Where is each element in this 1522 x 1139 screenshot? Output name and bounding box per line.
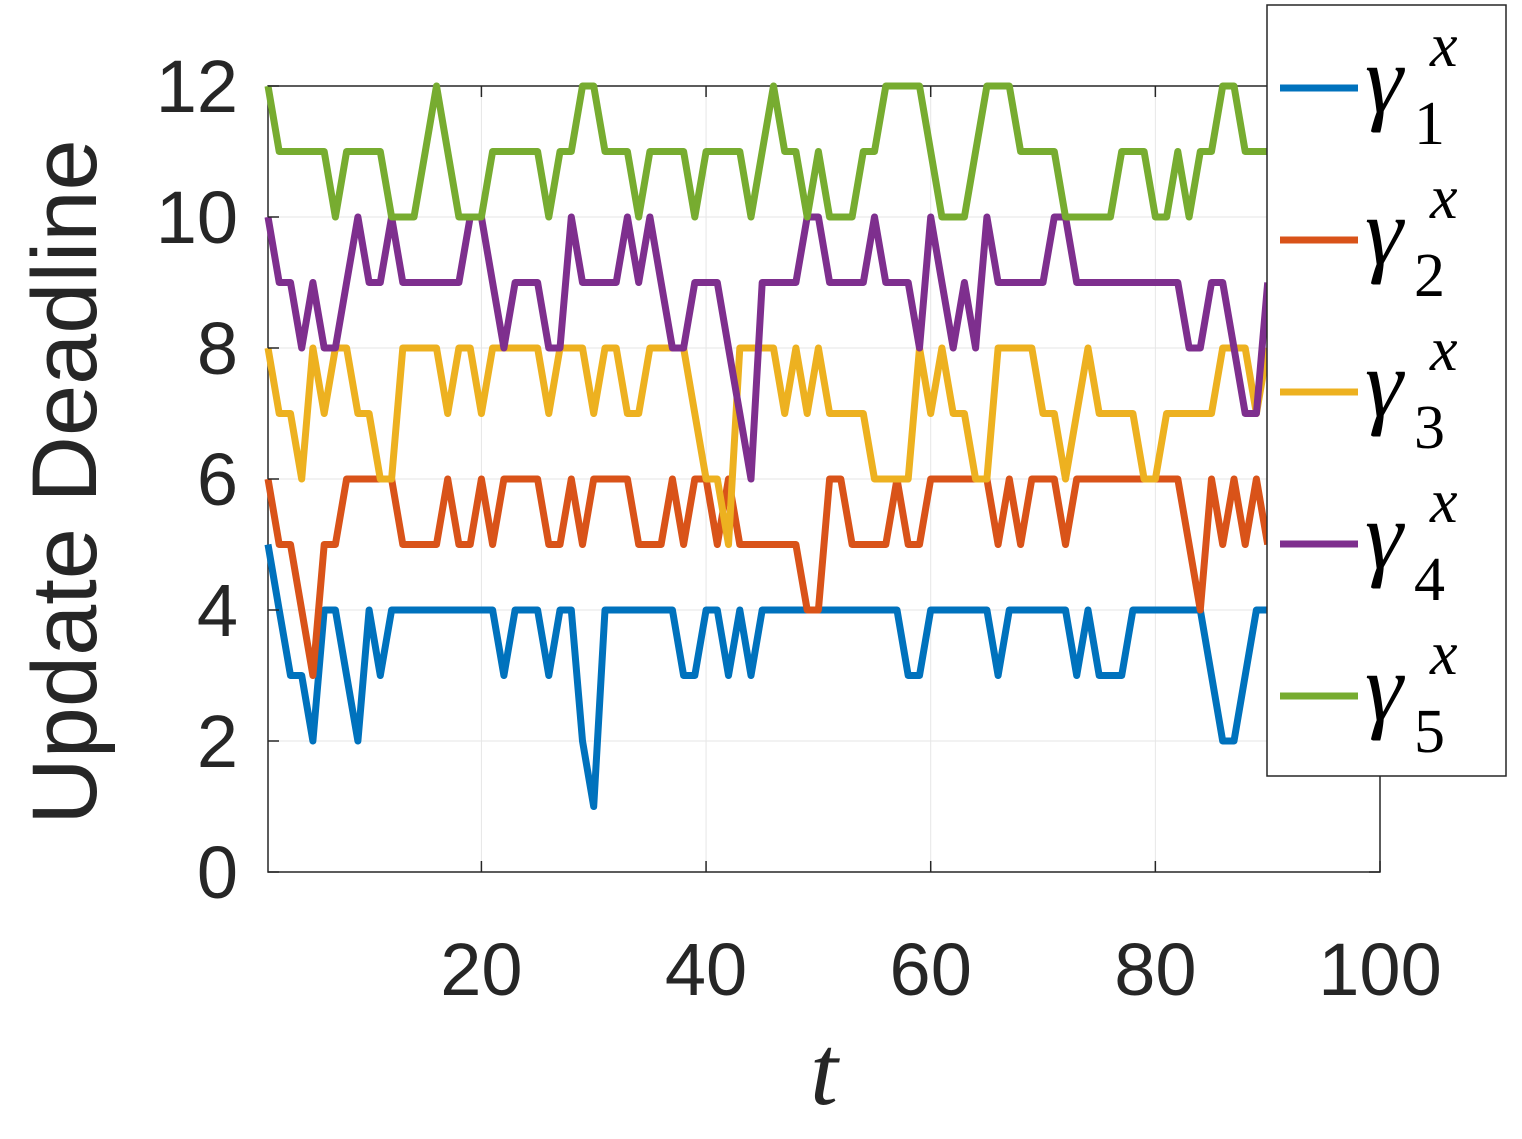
legend-entry-2: γ x 2 [1280,164,1458,310]
series-line-3 [264,344,1272,548]
legend-superscript: x [1429,468,1458,536]
y-tick-label: 8 [197,307,238,390]
legend-subscript: 1 [1414,90,1445,158]
legend-symbol: γ [1365,26,1405,133]
y-tick-label: 12 [156,45,238,128]
legend-subscript: 2 [1414,242,1445,310]
series-line-1 [264,543,1268,810]
series-line-5 [264,82,1268,221]
y-tick-label: 0 [197,831,238,914]
legend-symbol: γ [1365,634,1405,741]
legend-entry-1: γ x 1 [1280,12,1458,158]
legend-superscript: x [1429,316,1458,384]
x-tick-label: 80 [1114,928,1196,1011]
legend-entry-3: γ x 3 [1280,316,1458,462]
legend-superscript: x [1429,620,1458,688]
y-tick-label: 2 [197,700,238,783]
legend-entry-4: γ x 4 [1280,468,1458,614]
x-tick-label: 20 [440,928,522,1011]
y-tick-label: 4 [197,569,238,652]
legend-subscript: 3 [1414,394,1445,462]
legend-symbol: γ [1365,178,1405,285]
series-lines [264,82,1272,810]
legend-entry-5: γ x 5 [1280,620,1458,766]
y-tick-label: 6 [197,438,238,521]
legend-superscript: x [1429,12,1458,80]
x-tick-label: 100 [1318,928,1441,1011]
x-tick-label: 60 [890,928,972,1011]
series-line-2 [264,475,1272,679]
legend-symbol: γ [1365,482,1405,589]
legend-subscript: 4 [1414,546,1445,614]
series-line-4 [264,213,1272,483]
x-tick-label: 40 [665,928,747,1011]
legend-subscript: 5 [1414,698,1445,766]
legend-symbol: γ [1365,330,1405,437]
legend: γ x1γ x2γ x3γ x4γ x5 [1266,4,1507,777]
y-tick-label: 10 [156,176,238,259]
legend-superscript: x [1429,164,1458,232]
y-axis-title: Update Deadline [14,139,116,824]
x-axis-title: t [810,1015,840,1126]
